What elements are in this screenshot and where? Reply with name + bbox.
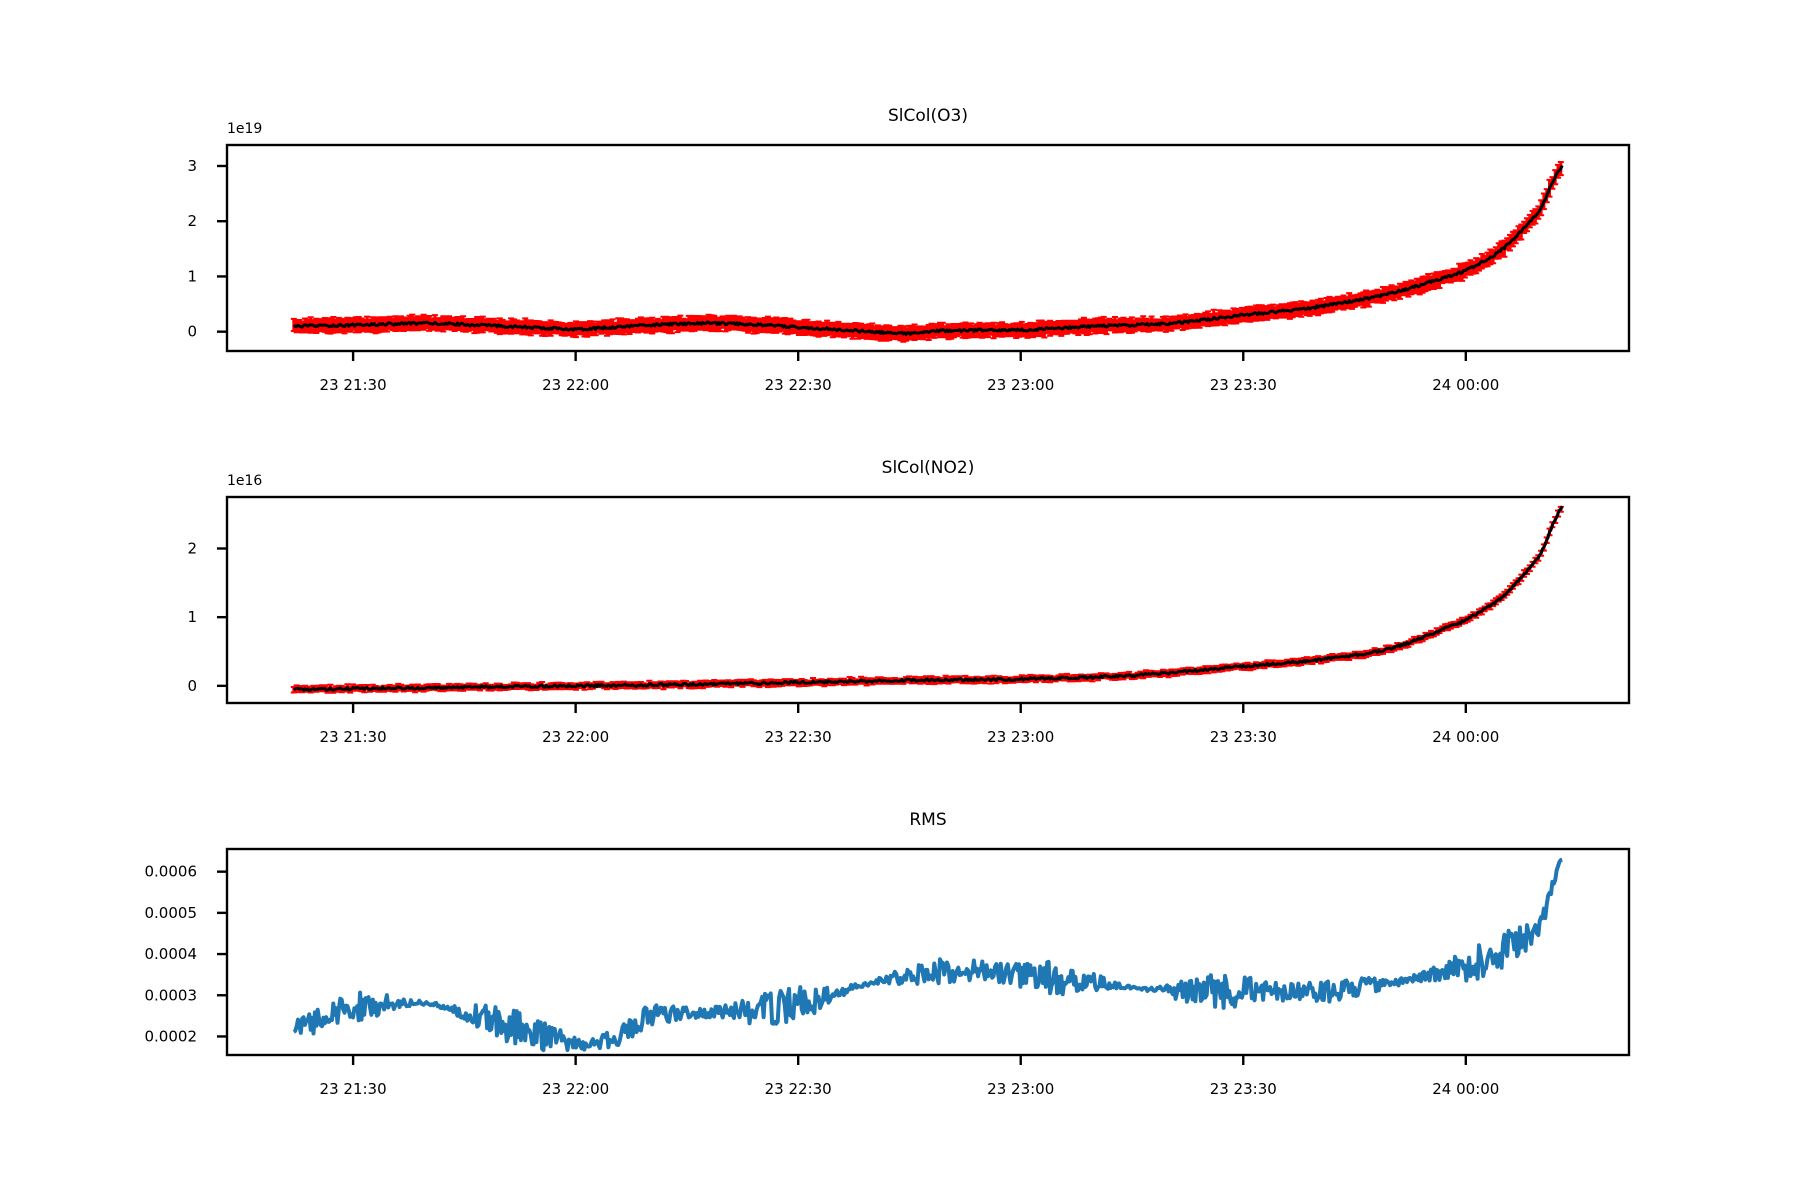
rms-x-tick-label: 23 23:30 — [1210, 1080, 1277, 1098]
o3-plot-area — [290, 161, 1564, 343]
no2-x-tick-label: 23 22:00 — [542, 728, 609, 746]
rms-y-tick-label: 0.0006 — [145, 863, 198, 881]
no2-x-tick-label: 24 00:00 — [1432, 728, 1499, 746]
o3-plot-layer — [290, 161, 1564, 343]
o3-y-tick-label: 2 — [187, 212, 197, 230]
rms-series-line — [292, 857, 1563, 1053]
o3-y-offset-label: 1e19 — [227, 121, 262, 137]
no2-axes-frame — [225, 495, 1631, 705]
rms-y-tick-label: 0.0002 — [145, 1027, 198, 1045]
subplot-rms: 23 21:30 23 22:00 23 22:30 23 23:00 23 23:30… — [145, 810, 1631, 1098]
rms-axes-frame — [225, 847, 1631, 1057]
no2-x-tick-label: 23 22:30 — [765, 728, 832, 746]
rms-y-tick-label: 0.0003 — [145, 986, 198, 1004]
subplot-no2: 23 21:30 23 22:00 23 22:30 23 23:00 23 23:30… — [187, 458, 1631, 747]
subplot-o3: 23 21:30 23 22:00 23 22:30 23 23:00 23 23:30… — [187, 106, 1631, 394]
o3-x-tick-label: 23 23:00 — [987, 376, 1054, 394]
no2-plot-layer — [290, 505, 1564, 694]
o3-error-caps — [290, 161, 1564, 343]
no2-x-tick-label: 23 23:00 — [987, 728, 1054, 746]
o3-y-tick-label: 3 — [187, 157, 197, 175]
o3-x-tick-label: 23 22:30 — [765, 376, 832, 394]
o3-x-tick-label: 23 23:30 — [1210, 376, 1277, 394]
no2-chart-title: SlCol(NO2) — [882, 458, 975, 478]
rms-x-tick-label: 23 23:00 — [987, 1080, 1054, 1098]
no2-y-offset-label: 1e16 — [227, 473, 262, 489]
rms-y-tick-label: 0.0004 — [145, 945, 198, 963]
o3-x-tick-label: 23 21:30 — [320, 376, 387, 394]
no2-plot-area — [290, 505, 1564, 694]
rms-x-tick-label: 24 00:00 — [1432, 1080, 1499, 1098]
o3-tick-layer: 23 21:30 23 22:00 23 22:30 23 23:00 23 23:30… — [187, 157, 1499, 394]
o3-axes-frame — [225, 143, 1631, 353]
no2-x-tick-label: 23 21:30 — [320, 728, 387, 746]
no2-tick-layer: 23 21:30 23 22:00 23 22:30 23 23:00 23 23:30… — [187, 540, 1499, 747]
o3-chart-title: SlCol(O3) — [888, 106, 968, 126]
rms-x-tick-label: 23 22:00 — [542, 1080, 609, 1098]
rms-plot-layer — [292, 857, 1563, 1053]
no2-series-line — [292, 505, 1564, 692]
no2-y-tick-label: 1 — [187, 608, 197, 626]
o3-series-line — [292, 164, 1564, 336]
rms-x-tick-label: 23 22:30 — [765, 1080, 832, 1098]
rms-y-tick-label: 0.0005 — [145, 904, 198, 922]
o3-x-tick-label: 23 22:00 — [542, 376, 609, 394]
rms-tick-layer: 23 21:30 23 22:00 23 22:30 23 23:00 23 23:30… — [145, 863, 1500, 1098]
o3-y-tick-label: 1 — [187, 267, 197, 285]
no2-y-tick-label: 0 — [187, 677, 197, 695]
o3-x-tick-label: 24 00:00 — [1432, 376, 1499, 394]
rms-plot-area — [292, 857, 1563, 1053]
rms-chart-title: RMS — [909, 810, 946, 830]
o3-y-tick-label: 0 — [187, 323, 197, 341]
no2-y-tick-label: 2 — [187, 540, 197, 558]
no2-x-tick-label: 23 23:30 — [1210, 728, 1277, 746]
rms-x-tick-label: 23 21:30 — [320, 1080, 387, 1098]
